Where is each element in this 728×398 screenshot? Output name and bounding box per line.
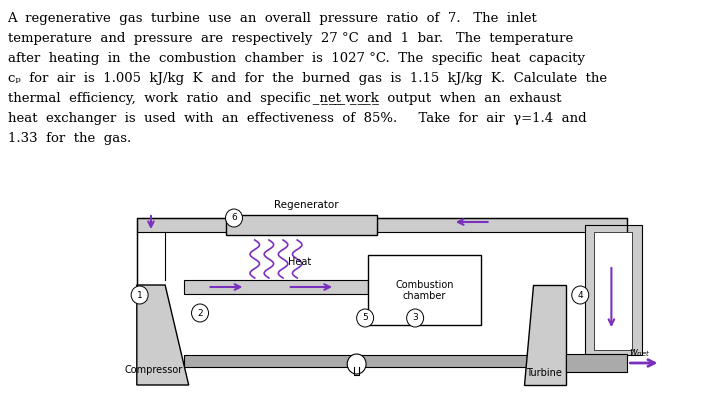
Text: 2: 2 xyxy=(197,308,203,318)
Text: 3: 3 xyxy=(412,314,418,322)
Bar xyxy=(585,225,641,355)
Circle shape xyxy=(191,304,208,322)
Bar xyxy=(377,218,628,232)
Circle shape xyxy=(226,209,242,227)
Text: Heat: Heat xyxy=(288,257,311,267)
Polygon shape xyxy=(523,285,566,385)
Bar xyxy=(137,218,232,232)
Circle shape xyxy=(347,354,366,374)
Text: Turbine: Turbine xyxy=(526,368,562,378)
Text: Combustion: Combustion xyxy=(395,280,454,290)
Polygon shape xyxy=(137,285,189,385)
Text: 6: 6 xyxy=(231,213,237,222)
Text: $w_{net}$: $w_{net}$ xyxy=(629,347,651,359)
Text: heat  exchanger  is  used  with  an  effectiveness  of  85%.     Take  for  air : heat exchanger is used with an effective… xyxy=(7,112,586,125)
Circle shape xyxy=(407,309,424,327)
Bar xyxy=(184,280,368,294)
Text: after  heating  in  the  combustion  chamber  is  1027 °C.  The  specific  heat : after heating in the combustion chamber … xyxy=(7,52,585,65)
Text: temperature  and  pressure  are  respectively  27 °C  and  1  bar.   The  temper: temperature and pressure are respectivel… xyxy=(7,32,573,45)
Bar xyxy=(184,355,529,367)
Circle shape xyxy=(131,286,148,304)
Text: 1: 1 xyxy=(137,291,143,300)
Text: 5: 5 xyxy=(363,314,368,322)
Text: chamber: chamber xyxy=(403,291,446,301)
Text: Compressor: Compressor xyxy=(124,365,183,375)
Text: 1.33  for  the  gas.: 1.33 for the gas. xyxy=(7,132,131,145)
Circle shape xyxy=(357,309,373,327)
Bar xyxy=(226,215,377,235)
Text: 4: 4 xyxy=(577,291,583,300)
Bar xyxy=(368,255,481,325)
Bar xyxy=(566,354,628,372)
Text: cₚ  for  air  is  1.005  kJ/kg  K  and  for  the  burned  gas  is  1.15  kJ/kg  : cₚ for air is 1.005 kJ/kg K and for the … xyxy=(7,72,606,85)
Text: thermal  efficiency,  work  ratio  and  specific  ̲n̲e̲t̲ ̲w̲o̲r̲k̲  output  whe: thermal efficiency, work ratio and speci… xyxy=(7,92,561,105)
Circle shape xyxy=(571,286,589,304)
Text: Regenerator: Regenerator xyxy=(274,200,339,210)
Text: A  regenerative  gas  turbine  use  an  overall  pressure  ratio  of  7.   The  : A regenerative gas turbine use an overal… xyxy=(7,12,537,25)
Bar xyxy=(594,232,632,350)
